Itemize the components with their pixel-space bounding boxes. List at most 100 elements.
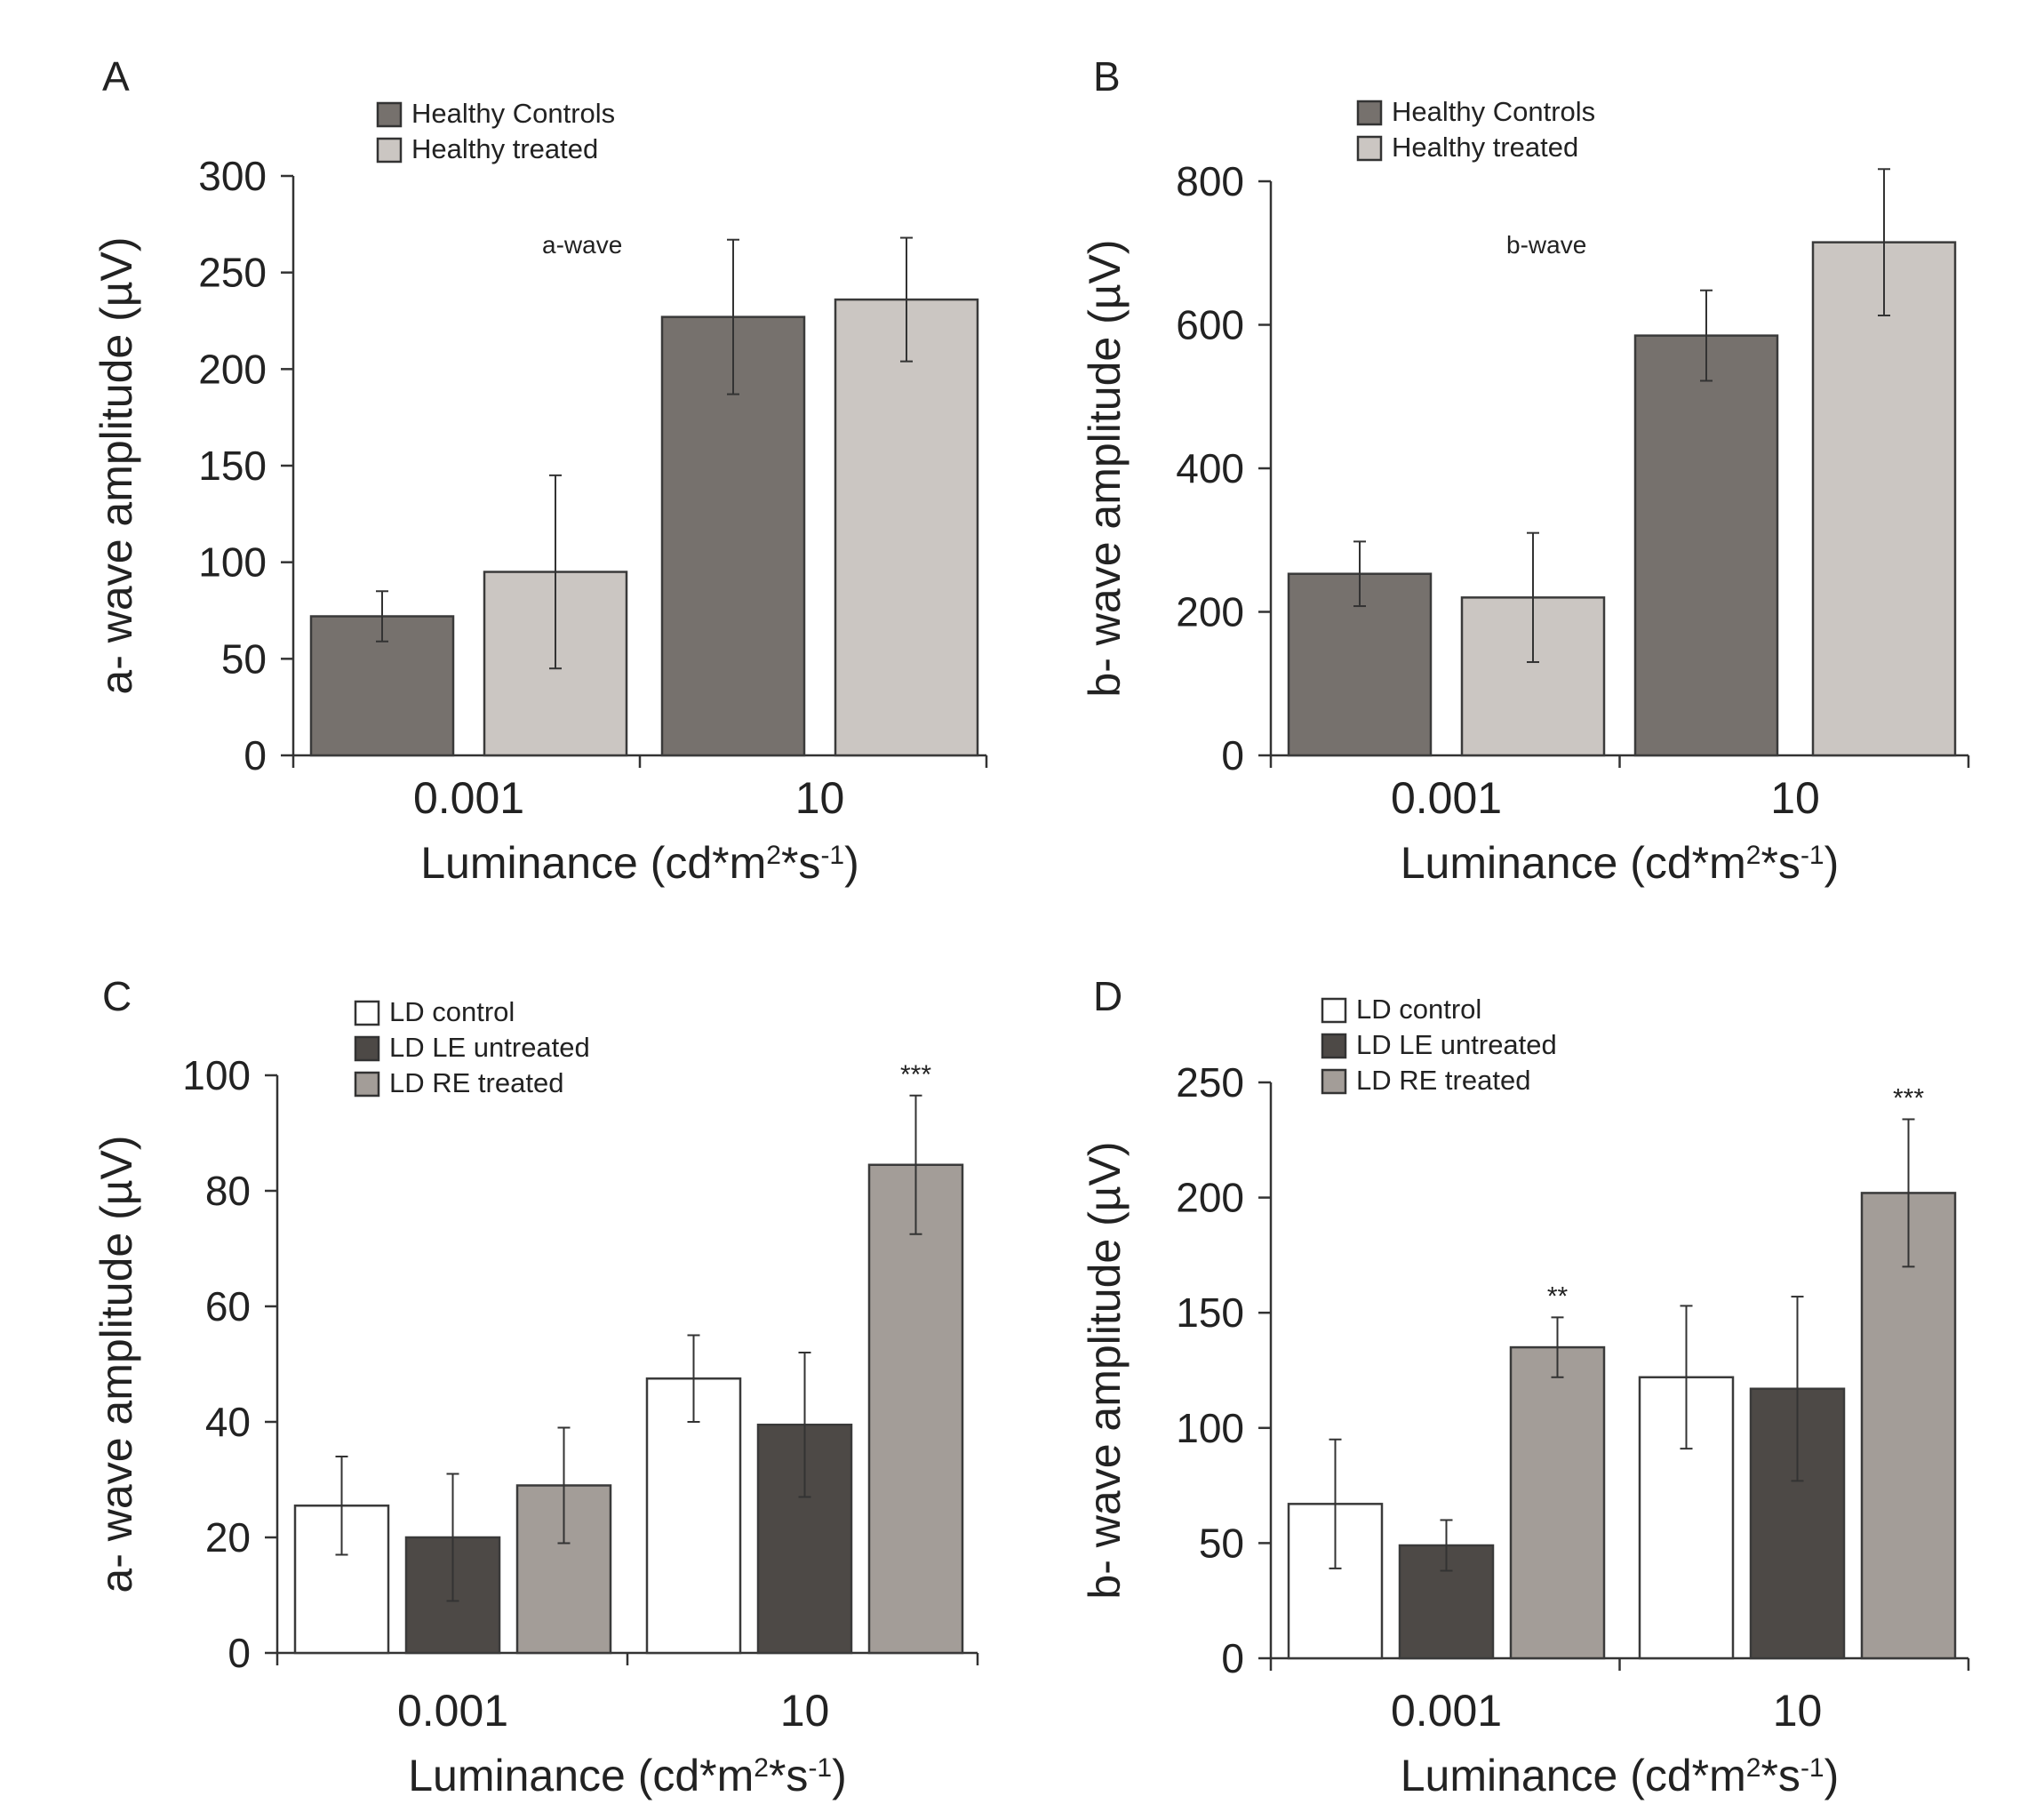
y-tick-label: 20 bbox=[205, 1514, 251, 1561]
panel-label: C bbox=[102, 973, 132, 1019]
y-tick-label: 0 bbox=[228, 1630, 251, 1676]
legend-swatch bbox=[354, 1071, 380, 1098]
x-tick-label: 0.001 bbox=[1391, 1686, 1502, 1736]
legend-label: Healthy treated bbox=[411, 133, 598, 164]
y-tick-label: 60 bbox=[205, 1283, 251, 1329]
legend-label: LD LE untreated bbox=[389, 1032, 590, 1063]
legend: Healthy Controls Healthy treated bbox=[376, 98, 615, 164]
y-tick-label: 200 bbox=[198, 346, 267, 392]
significance-marker: ** bbox=[1547, 1281, 1569, 1311]
legend-swatch bbox=[354, 1000, 380, 1026]
legend-swatch bbox=[1321, 1068, 1347, 1095]
legend-swatch bbox=[376, 101, 403, 128]
legend-swatch bbox=[1356, 100, 1383, 126]
x-axis-title: Luminance (cd*m2*s-1) bbox=[408, 1751, 847, 1800]
legend-label: Healthy Controls bbox=[411, 98, 615, 129]
x-axis-title-part: Luminance (cd*m bbox=[408, 1751, 754, 1800]
y-tick-label: 600 bbox=[1176, 302, 1244, 348]
x-axis-title-part: Luminance (cd*m bbox=[1401, 1751, 1746, 1800]
x-axis-title-part: ) bbox=[844, 838, 859, 888]
x-axis-title-superscript: 2 bbox=[766, 841, 781, 870]
legend-label: LD control bbox=[389, 996, 515, 1027]
x-axis-title-superscript: -1 bbox=[1800, 841, 1824, 870]
x-axis-title-part: *s bbox=[1761, 838, 1800, 888]
y-tick-label: 50 bbox=[1199, 1520, 1244, 1566]
x-tick-label: 0.001 bbox=[413, 773, 524, 823]
x-tick-label: 10 bbox=[1770, 773, 1820, 823]
x-axis-title-part: *s bbox=[781, 838, 820, 888]
bar bbox=[1633, 334, 1779, 757]
y-tick-label: 0 bbox=[1221, 732, 1244, 778]
legend-label: LD LE untreated bbox=[1356, 1029, 1557, 1060]
chart-panel-b: B 0 200 400 600 800 b- wave amplitude (µV) 0.00… bbox=[1080, 53, 1970, 888]
chart-panel-d: D 0 50 100 150 200 250 b- wave amplitude (µV) 0.… bbox=[1080, 973, 1970, 1800]
significance-marker: *** bbox=[900, 1060, 931, 1090]
y-tick-label: 0 bbox=[1221, 1635, 1244, 1681]
y-tick-label: 40 bbox=[205, 1399, 251, 1445]
x-tick-label: 10 bbox=[780, 1686, 830, 1736]
x-axis-title-superscript: 2 bbox=[754, 1753, 769, 1783]
legend-swatch bbox=[1321, 1033, 1347, 1059]
y-axis-title: a- wave amplitude (µV) bbox=[92, 1135, 141, 1592]
legend-swatch bbox=[354, 1035, 380, 1062]
y-tick-label: 50 bbox=[221, 635, 267, 682]
y-tick-label: 400 bbox=[1176, 445, 1244, 491]
x-axis-title-part: ) bbox=[832, 1751, 847, 1800]
x-axis-title-part: *s bbox=[1761, 1751, 1800, 1800]
chart-annotation: a-wave bbox=[542, 231, 622, 259]
y-tick-label: 150 bbox=[198, 443, 267, 489]
legend: LD control LD LE untreated LD RE treated bbox=[354, 996, 590, 1098]
x-axis-title-part: Luminance (cd*m bbox=[420, 838, 766, 888]
y-axis-title: a- wave amplitude (µV) bbox=[92, 236, 141, 694]
legend: LD control LD LE untreated LD RE treated bbox=[1321, 994, 1557, 1096]
chart-panel-c: C 0 20 40 60 80 100 a- wave amplitude (µV) 0.001… bbox=[92, 973, 979, 1800]
y-tick-label: 300 bbox=[198, 153, 267, 199]
significance-marker: *** bbox=[1893, 1083, 1924, 1113]
legend-label: LD control bbox=[1356, 994, 1481, 1025]
bar bbox=[867, 1163, 964, 1655]
x-axis-title-superscript: -1 bbox=[820, 841, 844, 870]
x-axis-title-part: Luminance (cd*m bbox=[1401, 838, 1746, 888]
y-axis-title: b- wave amplitude (µV) bbox=[1080, 1141, 1130, 1599]
legend-swatch bbox=[1356, 135, 1383, 162]
bar bbox=[834, 298, 979, 757]
chart-annotation: b-wave bbox=[1506, 231, 1586, 259]
legend-swatch bbox=[1321, 997, 1347, 1024]
legend-swatch bbox=[376, 137, 403, 164]
x-axis-title-part: *s bbox=[769, 1751, 808, 1800]
y-tick-label: 100 bbox=[1176, 1405, 1244, 1451]
y-tick-label: 200 bbox=[1176, 589, 1244, 635]
x-axis-title-superscript: 2 bbox=[1746, 841, 1761, 870]
bar bbox=[1509, 1345, 1606, 1660]
y-tick-label: 200 bbox=[1176, 1175, 1244, 1221]
x-tick-label: 10 bbox=[795, 773, 845, 823]
panel-label: B bbox=[1093, 53, 1121, 100]
x-axis-title: Luminance (cd*m2*s-1) bbox=[1401, 1751, 1840, 1800]
bar bbox=[1749, 1387, 1846, 1660]
x-axis-title-part: ) bbox=[1824, 1751, 1840, 1800]
chart-panel-a: A 0 50 100 150 200 250 300 a- wave amplitude (µV… bbox=[92, 53, 988, 888]
x-tick-label: 0.001 bbox=[397, 1686, 508, 1736]
x-tick-label: 0.001 bbox=[1391, 773, 1502, 823]
x-tick-label: 10 bbox=[1773, 1686, 1823, 1736]
y-tick-label: 150 bbox=[1176, 1289, 1244, 1336]
x-axis-title-superscript: -1 bbox=[1800, 1753, 1824, 1783]
legend: Healthy Controls Healthy treated bbox=[1356, 96, 1595, 163]
legend-label: LD RE treated bbox=[389, 1067, 563, 1098]
y-tick-label: 80 bbox=[205, 1168, 251, 1214]
y-axis-title: b- wave amplitude (µV) bbox=[1080, 239, 1130, 697]
y-tick-label: 100 bbox=[182, 1052, 251, 1098]
x-axis-title-superscript: -1 bbox=[808, 1753, 832, 1783]
y-tick-label: 100 bbox=[198, 539, 267, 586]
y-tick-label: 0 bbox=[244, 732, 267, 778]
legend-label: Healthy Controls bbox=[1392, 96, 1595, 127]
y-tick-label: 250 bbox=[198, 250, 267, 296]
x-axis-title: Luminance (cd*m2*s-1) bbox=[1401, 838, 1840, 888]
panel-label: A bbox=[102, 53, 130, 100]
y-tick-label: 800 bbox=[1176, 158, 1244, 204]
bar bbox=[1811, 241, 1957, 757]
x-axis-title-superscript: 2 bbox=[1746, 1753, 1761, 1783]
x-axis-title: Luminance (cd*m2*s-1) bbox=[420, 838, 859, 888]
legend-label: Healthy treated bbox=[1392, 132, 1578, 163]
